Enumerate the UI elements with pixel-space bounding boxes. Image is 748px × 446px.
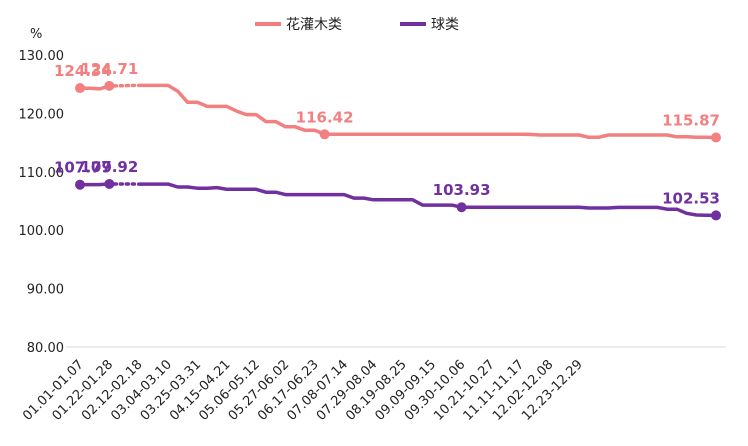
legend: 花灌木类 球类 [255, 17, 459, 33]
series-line [136, 182, 718, 218]
data-point-marker [456, 202, 467, 213]
series-line [136, 83, 718, 140]
data-label: 102.53 [662, 189, 720, 207]
data-label: 107.79 [54, 159, 112, 177]
data-point-marker [711, 210, 721, 221]
data-point-marker [319, 129, 330, 140]
data-point-marker [104, 80, 115, 91]
y-axis: 80.00 90.00 100.00 110.00 120.00 130.00 [19, 49, 65, 356]
data-point-marker [75, 83, 85, 94]
y-tick-label: 120.00 [19, 107, 65, 122]
x-axis: 01.01-01.0701.22-01.2802.12-02.1803.04-0… [20, 357, 586, 424]
data-point-marker [104, 178, 115, 189]
y-tick-label: 130.00 [19, 49, 65, 64]
y-axis-unit-label: % [30, 27, 42, 42]
data-point-marker [711, 132, 721, 143]
y-tick-label: 80.00 [27, 341, 64, 356]
data-label: 115.87 [662, 112, 720, 130]
data-label: 124.71 [80, 60, 138, 78]
data-label: 116.42 [296, 108, 354, 126]
y-tick-label: 90.00 [27, 283, 64, 298]
legend-label: 花灌木类 [286, 17, 342, 33]
y-tick-label: 100.00 [19, 224, 65, 239]
data-label: 107.92 [80, 158, 138, 176]
data-label: 124.34 [54, 62, 112, 80]
y-tick-label: 110.00 [19, 166, 65, 181]
legend-label: 球类 [431, 17, 459, 33]
data-point-marker [75, 179, 85, 190]
data-label: 103.93 [433, 181, 491, 199]
series-gap-line [112, 83, 138, 88]
